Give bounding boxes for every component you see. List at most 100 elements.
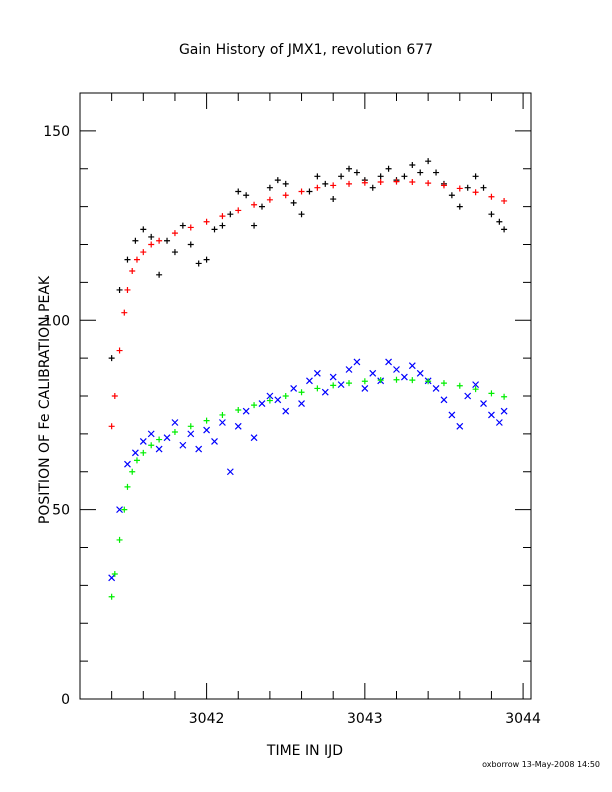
footer-credit: oxborrow 13-May-2008 14:50: [482, 760, 600, 769]
data-point: [179, 222, 186, 229]
data-point: [219, 213, 226, 220]
data-point: [433, 169, 440, 176]
series-1: [108, 178, 508, 430]
data-marks: [108, 158, 508, 600]
data-point: [156, 237, 163, 244]
data-point: [124, 483, 131, 490]
x-tick-label: 3044: [505, 711, 541, 727]
data-point: [385, 165, 392, 172]
data-point: [203, 426, 211, 434]
data-point: [121, 309, 128, 316]
data-point: [501, 393, 508, 400]
data-point: [393, 178, 400, 185]
data-point: [393, 376, 400, 383]
data-point: [338, 173, 345, 180]
data-point: [425, 378, 432, 385]
data-point: [401, 173, 408, 180]
data-point: [298, 389, 305, 396]
data-point: [140, 249, 147, 256]
data-point: [345, 366, 353, 373]
data-point: [258, 400, 266, 407]
data-point: [156, 436, 163, 443]
data-point: [377, 377, 384, 384]
data-point: [187, 241, 194, 248]
data-point: [377, 179, 384, 186]
data-point: [353, 169, 360, 176]
data-point: [282, 407, 290, 415]
data-point: [116, 506, 123, 514]
series-3: [108, 376, 508, 600]
data-point: [432, 385, 440, 392]
data-point: [226, 468, 234, 476]
data-point: [464, 392, 472, 400]
data-point: [496, 218, 503, 225]
data-point: [108, 355, 115, 362]
data-point: [116, 536, 123, 543]
data-point: [306, 377, 313, 385]
data-point: [121, 506, 128, 513]
data-point: [440, 380, 447, 387]
data-point: [171, 419, 179, 426]
y-tick-label: 150: [43, 124, 70, 140]
data-point: [251, 402, 258, 409]
data-point: [235, 407, 242, 414]
data-point: [258, 203, 265, 210]
data-point: [187, 423, 194, 430]
data-point: [235, 188, 242, 195]
y-tick-label: 100: [43, 313, 70, 329]
data-point: [171, 249, 178, 256]
data-point: [408, 362, 416, 370]
y-tick-label: 50: [52, 503, 70, 519]
data-point: [195, 260, 202, 267]
data-point: [147, 430, 155, 438]
chart-title: Gain History of JMX1, revolution 677: [179, 42, 433, 58]
data-point: [322, 180, 329, 187]
data-point: [148, 233, 155, 240]
data-point: [464, 184, 471, 191]
data-point: [488, 211, 495, 218]
data-point: [440, 182, 447, 189]
data-point: [282, 393, 289, 399]
data-point: [369, 184, 376, 191]
data-point: [155, 445, 163, 453]
data-point: [472, 381, 480, 389]
plot-frame: [79, 92, 532, 700]
data-point: [501, 197, 508, 204]
data-point: [250, 434, 258, 442]
data-point: [330, 196, 337, 203]
data-point: [251, 222, 258, 229]
data-point: [243, 192, 250, 199]
data-point: [417, 169, 424, 176]
data-point: [298, 400, 305, 407]
data-point: [330, 382, 337, 389]
data-point: [313, 369, 321, 377]
data-point: [472, 386, 479, 393]
data-point: [108, 593, 115, 600]
data-point: [203, 218, 210, 225]
data-point: [456, 382, 463, 389]
data-point: [369, 369, 377, 377]
data-point: [306, 188, 313, 195]
data-point: [274, 396, 282, 404]
data-point: [337, 381, 345, 389]
data-point: [393, 366, 400, 373]
data-point: [425, 158, 432, 165]
data-point: [133, 256, 140, 263]
data-point: [314, 385, 321, 392]
data-point: [124, 460, 131, 468]
data-point: [274, 177, 281, 184]
data-point: [501, 226, 508, 233]
data-point: [329, 373, 337, 381]
data-point: [133, 457, 140, 464]
data-point: [219, 222, 226, 229]
data-point: [234, 422, 242, 430]
data-point: [361, 179, 368, 186]
data-point: [156, 271, 163, 278]
data-point: [440, 396, 448, 404]
data-point: [456, 422, 464, 430]
data-point: [108, 423, 115, 430]
data-point: [171, 428, 178, 435]
data-point: [140, 226, 147, 233]
data-point: [290, 199, 297, 206]
data-point: [385, 358, 393, 366]
